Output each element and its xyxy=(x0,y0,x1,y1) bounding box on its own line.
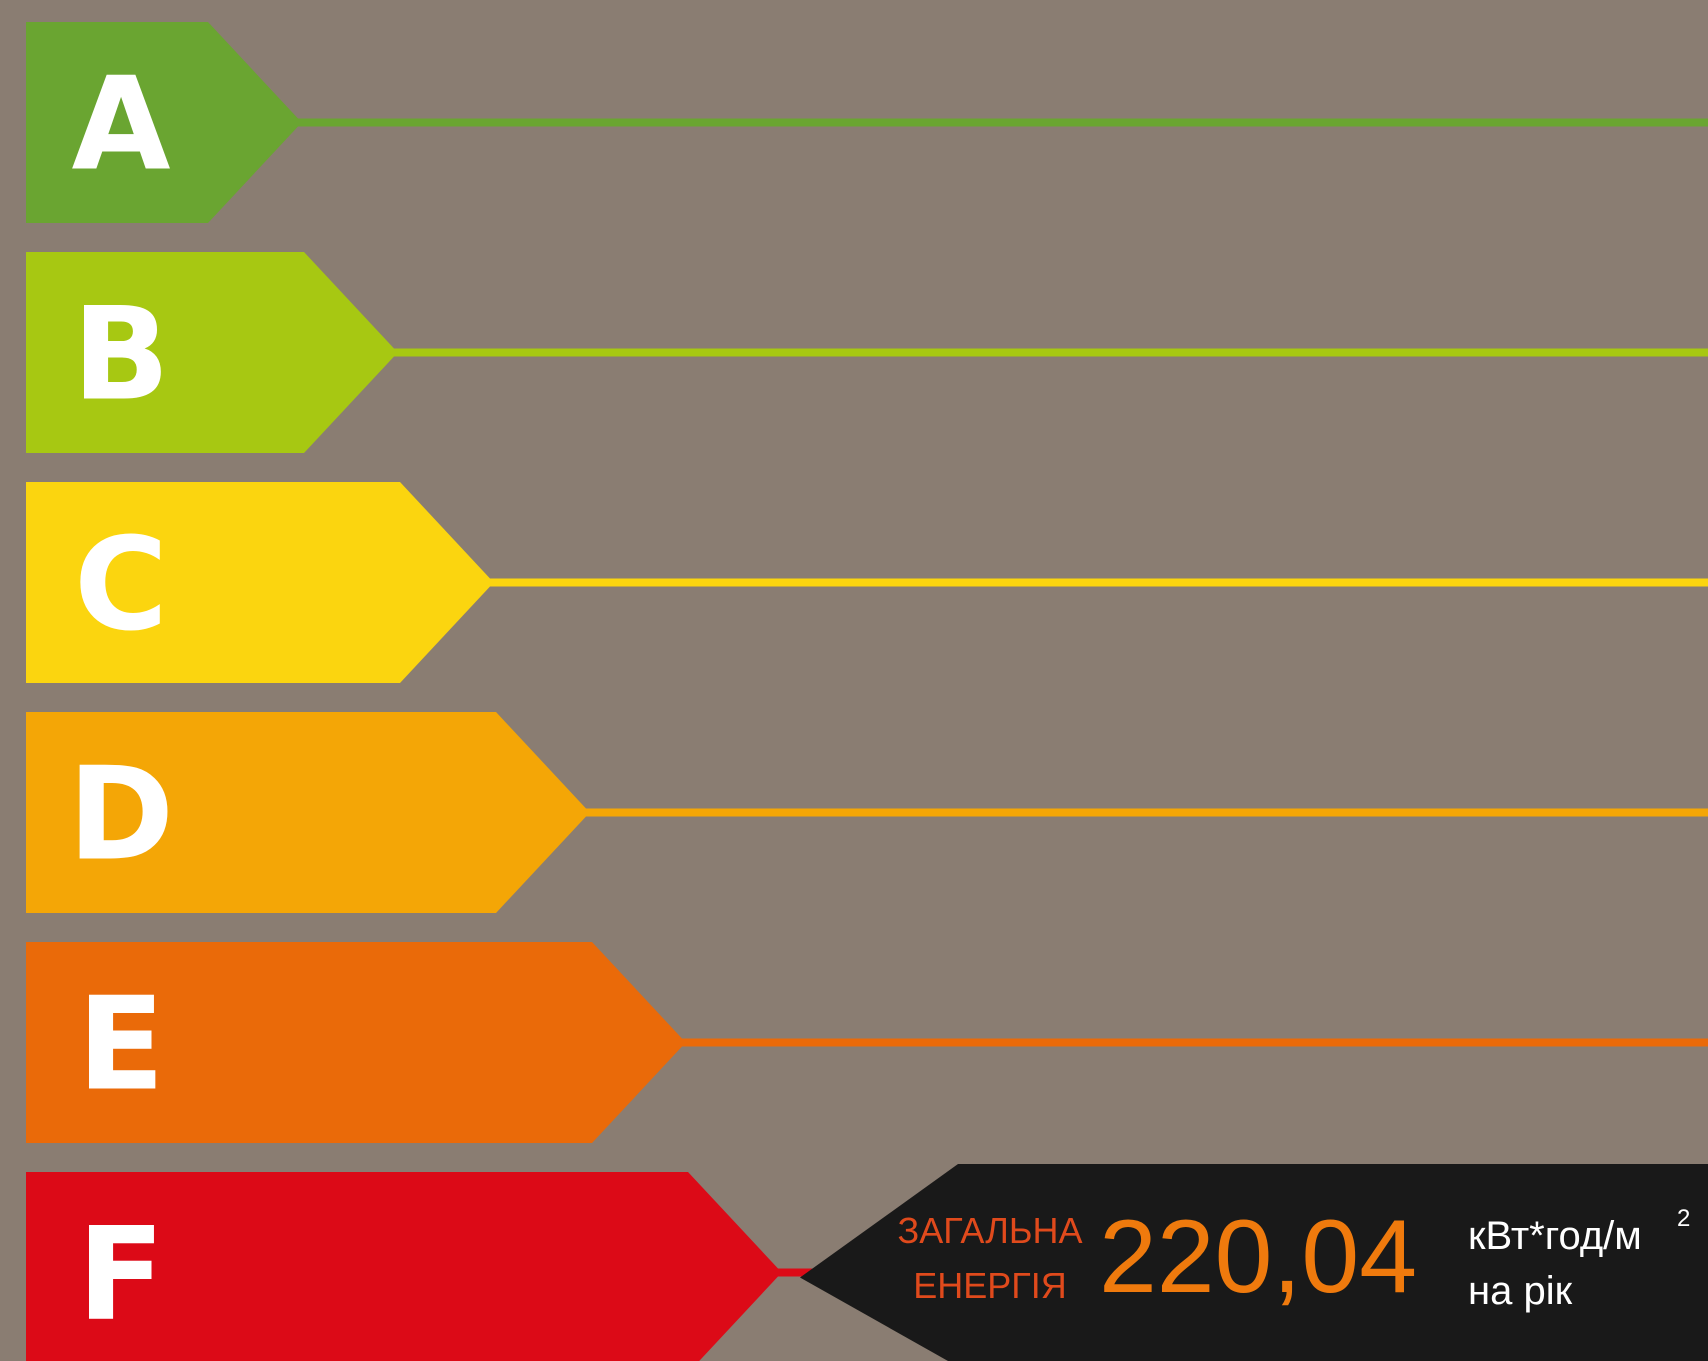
energy-class-e: E xyxy=(26,942,1708,1143)
energy-indicator-unit-superscript: 2 xyxy=(1677,1205,1690,1232)
energy-class-letter-d: D xyxy=(68,741,174,890)
energy-indicator-label-line1: ЗАГАЛЬНА xyxy=(898,1210,1083,1251)
energy-class-line-b xyxy=(388,348,1708,357)
energy-class-b: B xyxy=(26,252,1708,453)
energy-class-letter-f: F xyxy=(77,1201,164,1350)
energy-class-c: C xyxy=(26,482,1708,683)
energy-indicator-label-line2: ЕНЕРГІЯ xyxy=(913,1265,1067,1306)
energy-class-connector-f xyxy=(772,1268,832,1277)
energy-indicator-unit-line1: кВт*год/м xyxy=(1468,1214,1642,1258)
energy-class-arrow-f xyxy=(26,1172,778,1361)
energy-indicator-unit-line2: на рік xyxy=(1468,1269,1573,1313)
energy-class-letter-c: C xyxy=(74,511,168,660)
energy-indicator: ЗАГАЛЬНА ЕНЕРГІЯ 220,04 кВт*год/м 2 на рік xyxy=(800,1164,1708,1361)
energy-class-arrow-d xyxy=(26,712,586,913)
energy-class-arrow-c xyxy=(26,482,490,683)
energy-indicator-badge xyxy=(800,1164,1708,1361)
energy-indicator-value: 220,04 xyxy=(1099,1199,1417,1315)
energy-class-line-e xyxy=(676,1038,1708,1047)
energy-class-d: D xyxy=(26,712,1708,913)
energy-class-line-a xyxy=(292,118,1708,127)
energy-class-line-c xyxy=(484,578,1708,587)
energy-class-arrow-e xyxy=(26,942,682,1143)
energy-class-f: F xyxy=(26,1172,832,1361)
energy-class-a: A xyxy=(26,22,1708,223)
energy-class-line-d xyxy=(580,808,1708,817)
energy-class-letter-a: A xyxy=(71,51,170,200)
energy-class-arrow-b xyxy=(26,252,394,453)
energy-class-arrow-a xyxy=(26,22,298,223)
energy-class-letter-e: E xyxy=(77,971,164,1120)
energy-class-letter-b: B xyxy=(72,281,170,430)
